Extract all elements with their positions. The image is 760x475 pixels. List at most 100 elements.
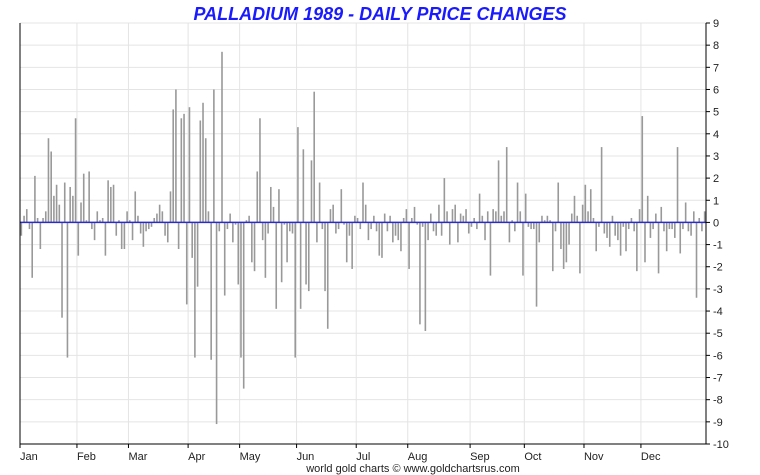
bar (253, 222, 256, 272)
bar (294, 222, 297, 358)
bar (82, 173, 85, 223)
y-tick-label: 1 (713, 195, 719, 207)
bar (598, 222, 600, 227)
bar (310, 160, 313, 223)
bar (554, 222, 557, 232)
bar (126, 211, 128, 223)
bar (489, 222, 492, 276)
bar (215, 222, 218, 425)
y-tick-label: -3 (713, 284, 723, 296)
axis-layer (19, 22, 710, 448)
bar (562, 222, 565, 269)
bar (511, 220, 513, 223)
bar (164, 222, 166, 236)
bar (53, 195, 55, 223)
bar (169, 191, 172, 223)
bar (145, 222, 147, 232)
bar (93, 222, 96, 241)
bar (625, 222, 627, 252)
bar (264, 222, 267, 278)
bar (110, 186, 112, 223)
bar (25, 209, 28, 223)
bar (204, 138, 207, 223)
bar (541, 215, 543, 223)
bar (356, 217, 359, 223)
bar (115, 222, 118, 236)
bar (194, 222, 196, 358)
x-tick-label: Jan (20, 451, 38, 463)
bar (129, 220, 131, 223)
bar (118, 220, 120, 223)
bar (424, 222, 427, 331)
bar (413, 206, 416, 223)
bar (123, 222, 126, 250)
bar (299, 222, 302, 309)
bar (343, 222, 345, 225)
bar (137, 215, 139, 223)
bar (381, 222, 383, 258)
bar (579, 222, 581, 274)
bar (80, 202, 82, 223)
bar (698, 217, 701, 223)
bar (364, 204, 367, 223)
bar (432, 222, 435, 232)
bar (42, 217, 44, 223)
y-tick-label: 9 (713, 18, 719, 30)
bar (638, 209, 641, 223)
bar (131, 222, 134, 241)
bar (636, 222, 638, 272)
bar (72, 195, 74, 223)
bar (210, 222, 212, 360)
bar (497, 160, 500, 223)
bar (177, 222, 180, 250)
bar (375, 222, 378, 232)
bar (275, 222, 278, 309)
bar (20, 222, 23, 236)
bar (55, 184, 58, 223)
bar (256, 171, 259, 223)
bar (156, 213, 158, 223)
bar (429, 213, 432, 223)
bar (278, 189, 280, 223)
bar (237, 222, 240, 285)
bar (112, 184, 115, 223)
bar (218, 222, 221, 232)
bar (486, 211, 489, 223)
bar (438, 204, 440, 223)
bar (337, 222, 340, 230)
bar (259, 118, 261, 223)
bar (66, 222, 69, 358)
bar (389, 215, 391, 223)
bar (180, 118, 183, 223)
bar (533, 222, 535, 230)
bar (581, 204, 584, 223)
bar (674, 222, 676, 238)
bar (63, 182, 66, 223)
bar (348, 222, 351, 236)
bar (622, 222, 625, 227)
bar (530, 222, 532, 230)
bar (440, 222, 443, 236)
bar (316, 222, 318, 243)
bar (492, 209, 494, 223)
bar (427, 222, 429, 241)
bar (101, 217, 104, 223)
bar (451, 209, 454, 223)
bar (172, 109, 174, 223)
bar (584, 184, 587, 223)
bar (288, 222, 291, 232)
x-tick-label: Aug (408, 451, 428, 463)
y-tick-label: 7 (713, 62, 719, 74)
y-tick-label: 2 (713, 173, 719, 185)
bar (701, 222, 703, 232)
bar (693, 211, 695, 223)
bar (74, 118, 77, 223)
bar (261, 222, 264, 241)
bar (687, 222, 690, 232)
x-tick-labels: Jan Feb Mar Apr May Jun Jul Aug Sep Oct Nov Dec (20, 451, 661, 463)
y-tick-label: 4 (713, 129, 719, 141)
bar (646, 195, 649, 223)
bar (321, 222, 324, 230)
bar (633, 222, 635, 232)
y-tick-label: 3 (713, 151, 719, 163)
